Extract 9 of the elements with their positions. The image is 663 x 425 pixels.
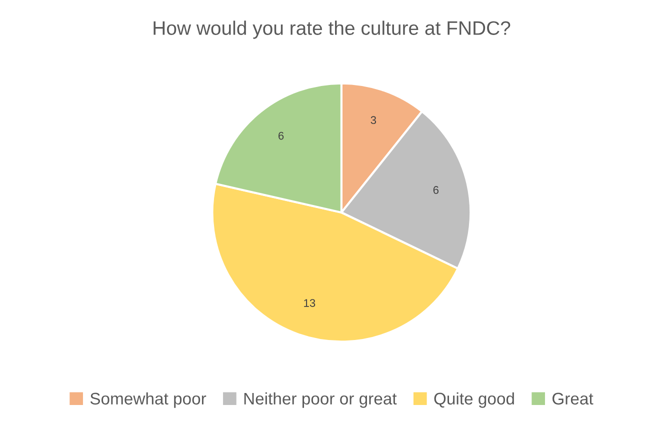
data-label: 6	[278, 132, 284, 140]
data-label: 3	[370, 116, 376, 124]
data-label: 6	[433, 186, 439, 194]
legend-label: Quite good	[434, 392, 514, 408]
legend-label: Somewhat poor	[90, 392, 206, 408]
legend-label: Neither poor or great	[244, 392, 397, 408]
data-label: 13	[304, 299, 316, 307]
legend-label: Great	[552, 392, 594, 405]
chart-title: How would you rate the culture at FNDC?	[154, 20, 510, 39]
